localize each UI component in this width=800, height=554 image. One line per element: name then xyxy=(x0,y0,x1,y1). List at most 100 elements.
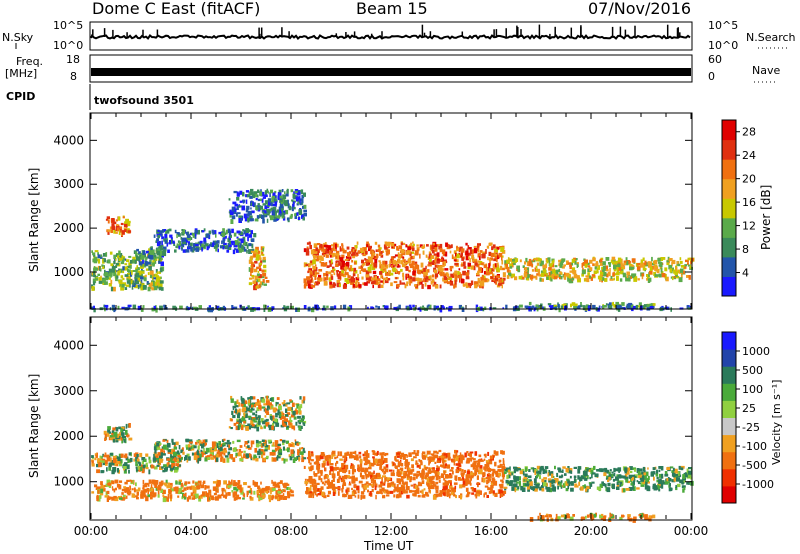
echo-cell xyxy=(338,468,342,472)
echo-cell xyxy=(254,483,258,487)
echo-cell xyxy=(225,492,228,497)
echo-cell xyxy=(319,245,323,251)
echo-cell xyxy=(599,270,603,273)
echo-cell xyxy=(608,262,612,265)
echo-cell xyxy=(290,449,294,454)
echo-cell xyxy=(113,254,116,259)
echo-cell xyxy=(124,435,127,439)
echo-cell xyxy=(613,277,615,281)
echo-cell xyxy=(365,473,370,478)
echo-cell xyxy=(97,258,101,264)
echo-cell xyxy=(458,455,463,459)
colorbar-tick-label: 12 xyxy=(742,220,756,233)
echo-cell xyxy=(217,248,219,253)
echo-cell xyxy=(635,304,639,310)
echo-cell xyxy=(135,468,139,472)
echo-cell xyxy=(259,281,263,285)
echo-cell xyxy=(659,473,663,478)
echo-cell xyxy=(406,306,411,311)
echo-cell xyxy=(443,261,446,266)
echo-cell xyxy=(428,458,432,462)
echo-cell xyxy=(525,270,528,275)
echo-cell xyxy=(508,270,511,274)
echo-cell xyxy=(678,465,681,470)
echo-cell xyxy=(278,189,282,193)
echo-cell xyxy=(323,254,326,257)
echo-cell xyxy=(374,482,377,485)
echo-cell xyxy=(222,494,227,498)
echo-cell xyxy=(431,249,435,254)
echo-cell xyxy=(277,488,281,491)
echo-cell xyxy=(656,270,660,274)
echo-cell xyxy=(389,260,392,264)
echo-cell xyxy=(628,260,631,264)
echo-cell xyxy=(668,264,672,270)
echo-cell xyxy=(193,487,197,492)
echo-cell xyxy=(402,252,406,256)
echo-cell xyxy=(154,482,158,486)
echo-cell xyxy=(371,450,375,453)
echo-cell xyxy=(428,460,430,466)
echo-cell xyxy=(348,278,352,281)
echo-cell xyxy=(486,465,488,469)
echo-cell xyxy=(263,403,267,406)
echo-cell xyxy=(626,467,631,471)
echo-cell xyxy=(167,249,170,253)
echo-cell xyxy=(684,266,687,269)
echo-cell xyxy=(278,405,282,411)
echo-cell xyxy=(377,283,381,289)
echo-cell xyxy=(178,488,182,492)
echo-cell xyxy=(359,472,362,478)
echo-cell xyxy=(421,284,424,289)
echo-cell xyxy=(436,451,439,454)
echo-cell xyxy=(285,419,288,422)
echo-cell xyxy=(605,257,610,261)
echo-cell xyxy=(145,467,149,470)
echo-cell xyxy=(502,267,505,271)
echo-cell xyxy=(552,306,557,310)
echo-cell xyxy=(148,456,151,460)
echo-cell xyxy=(107,259,111,264)
echo-cell xyxy=(244,410,248,413)
echo-cell xyxy=(454,449,457,454)
echo-cell xyxy=(309,244,312,250)
echo-cell xyxy=(593,275,596,279)
echo-cell xyxy=(182,229,186,233)
echo-cell xyxy=(264,445,268,450)
echo-cell xyxy=(315,247,319,252)
echo-cell xyxy=(494,461,497,467)
echo-cell xyxy=(276,209,281,213)
echo-cell xyxy=(494,492,498,497)
echo-cell xyxy=(279,195,283,199)
echo-cell xyxy=(302,396,306,401)
echo-cell xyxy=(347,252,351,257)
echo-cell xyxy=(215,457,219,462)
echo-cell xyxy=(477,250,480,253)
echo-cell xyxy=(161,261,164,266)
echo-cell xyxy=(156,247,158,250)
echo-cell xyxy=(519,304,523,308)
echo-cell xyxy=(124,266,129,271)
echo-cell xyxy=(263,457,266,462)
echo-cell xyxy=(525,257,528,263)
echo-cell xyxy=(553,273,557,276)
echo-cell xyxy=(141,468,145,474)
echo-cell xyxy=(215,496,219,501)
echo-cell xyxy=(203,480,206,484)
echo-cell xyxy=(153,258,158,261)
echo-cell xyxy=(117,216,121,221)
echo-cell xyxy=(486,494,489,498)
echo-cell xyxy=(113,272,117,277)
echo-cell xyxy=(323,272,325,277)
echo-cell xyxy=(169,494,173,499)
echo-cell xyxy=(286,199,289,204)
echo-cell xyxy=(434,454,439,459)
echo-cell xyxy=(397,247,400,251)
echo-cell xyxy=(436,258,440,263)
echo-cell xyxy=(112,221,117,225)
echo-cell xyxy=(272,419,276,423)
echo-cell xyxy=(570,303,572,308)
echo-cell xyxy=(314,281,319,286)
echo-cell xyxy=(287,493,291,499)
echo-cell xyxy=(390,256,393,262)
